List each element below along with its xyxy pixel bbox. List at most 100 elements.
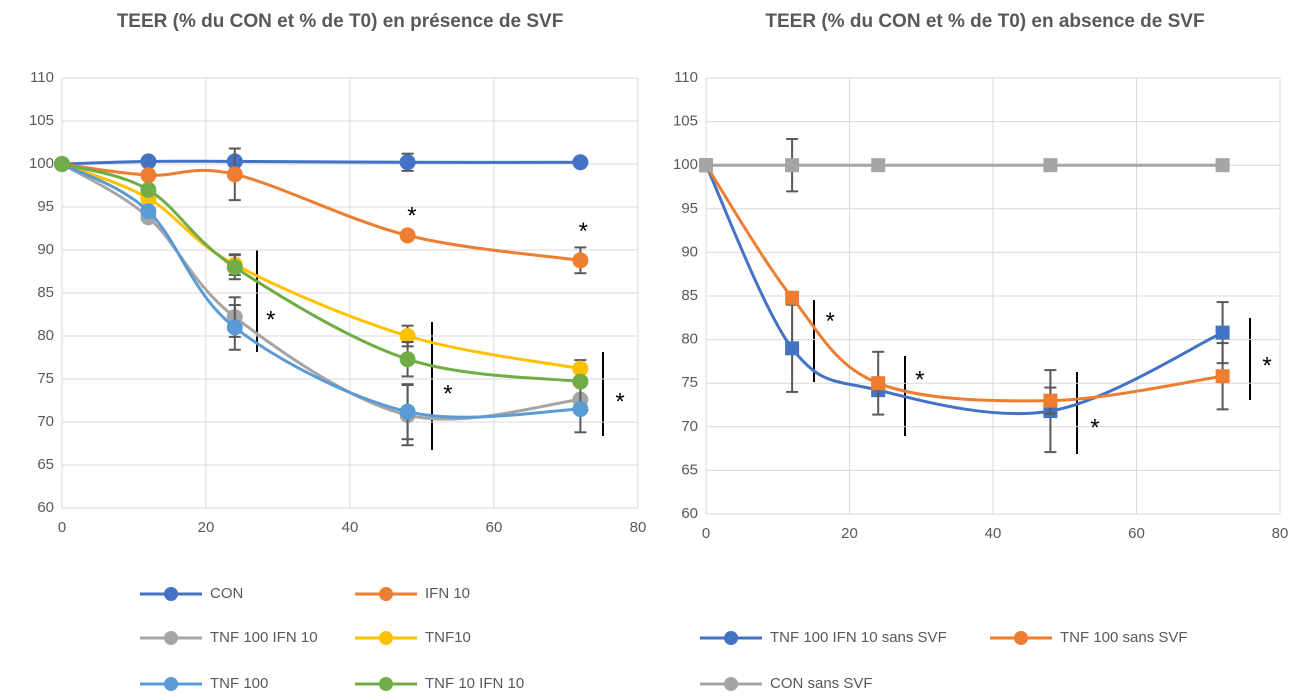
marker [399,227,416,244]
series [54,156,589,390]
marker [399,328,416,344]
marker [572,360,589,377]
legend-marker [724,677,738,691]
marker [140,167,157,184]
y-tick-label: 105 [29,112,54,129]
x-tick-label: 20 [841,525,858,542]
legend-marker [379,631,393,645]
series-line [704,164,1224,416]
series [699,138,1230,193]
y-tick-label: 110 [30,69,54,86]
y-tick-label: 85 [681,287,698,304]
marker [399,403,416,420]
chart-title: TEER (% du CON et % de T0) en présence d… [117,11,564,32]
x-tick-label: 80 [1272,525,1289,542]
marker [140,181,157,198]
series-line [704,164,1223,403]
legend-entry: CON sans SVF [700,675,873,692]
annotation: * [915,367,924,394]
marker [399,351,416,368]
chart-title: TEER (% du CON et % de T0) en absence de… [765,11,1204,32]
legend-entry: TNF 100 sans SVF [990,629,1188,646]
y-tick-label: 70 [37,413,54,430]
annotation: * [443,381,452,408]
y-tick-label: 65 [681,461,698,478]
x-tick-label: 80 [630,519,647,536]
y-tick-label: 80 [37,327,54,344]
x-tick-label: 20 [198,519,215,536]
annotation: * [825,308,834,335]
y-tick-label: 60 [37,499,54,516]
marker [699,158,713,173]
annotation: * [579,218,588,245]
marker [226,319,243,336]
x-tick-label: 0 [58,519,66,536]
legend-marker [164,677,178,691]
series-line [61,159,581,166]
marker [226,166,243,183]
legend-marker [1014,631,1028,645]
legend-entry: TNF 100 [140,675,268,692]
marker [871,158,886,173]
legend-label: TNF 10 IFN 10 [425,675,524,692]
marker [1043,158,1058,173]
marker [1215,325,1230,340]
annotation: * [1262,353,1271,380]
y-tick-label: 100 [673,156,698,173]
y-tick-label: 70 [681,418,698,435]
legend-marker [164,631,178,645]
y-tick-label: 60 [681,505,698,522]
series-line [61,162,581,384]
marker [1215,369,1230,384]
marker [54,156,70,172]
y-tick-label: 95 [37,198,54,215]
legend-entry: TNF 100 IFN 10 sans SVF [700,629,947,646]
legend-label: TNF10 [425,629,471,646]
legend-entry: TNF10 [355,629,471,646]
x-tick-label: 0 [702,525,710,542]
series [54,147,589,275]
series [54,156,589,441]
legend-label: TNF 100 IFN 10 [210,629,318,646]
y-tick-label: 95 [681,200,698,217]
marker [572,401,589,418]
marker [785,341,800,356]
marker [572,252,589,269]
annotation: * [615,388,624,415]
legend-entry: TNF 10 IFN 10 [355,675,524,692]
y-tick-label: 90 [37,241,54,258]
marker [785,290,800,305]
series-line [61,162,581,262]
marker [572,373,589,390]
annotation: * [407,203,416,230]
series-line [61,162,581,419]
series [54,152,589,172]
legend-label: TNF 100 sans SVF [1060,629,1188,646]
marker [1215,158,1230,173]
y-tick-label: 75 [681,374,698,391]
y-tick-label: 90 [681,243,698,260]
y-tick-label: 100 [29,155,54,172]
x-tick-label: 60 [1128,525,1145,542]
y-tick-label: 110 [674,69,698,86]
y-tick-label: 65 [37,456,54,473]
legend-label: IFN 10 [425,585,470,602]
y-tick-label: 75 [37,370,54,387]
marker [1043,393,1058,408]
marker [226,259,243,276]
series-line [61,162,581,371]
legend-marker [164,587,178,601]
marker [572,154,589,171]
legend-entry: IFN 10 [355,585,470,602]
marker [871,376,886,391]
series [699,158,1230,454]
marker [140,153,157,170]
legend-label: TNF 100 [210,675,268,692]
legend-marker [379,677,393,691]
y-tick-label: 105 [673,113,698,130]
legend-entry: TNF 100 IFN 10 [140,629,318,646]
legend-entry: CON [140,585,243,602]
series [699,158,1230,416]
x-tick-label: 60 [486,519,503,536]
